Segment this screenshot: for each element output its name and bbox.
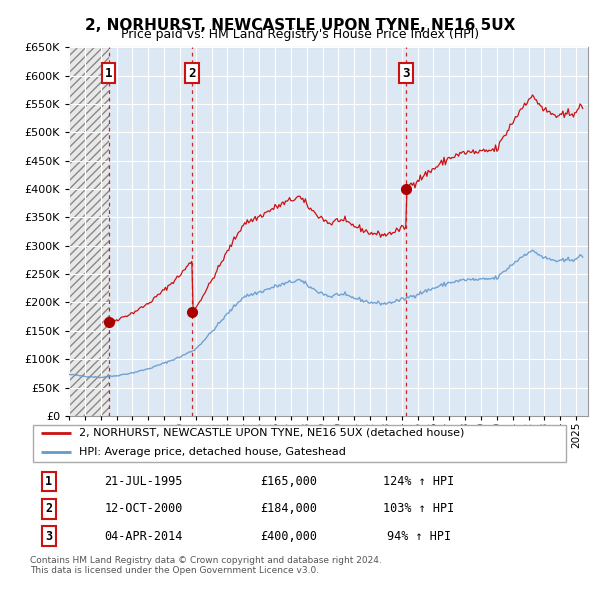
Text: HPI: Average price, detached house, Gateshead: HPI: Average price, detached house, Gate… bbox=[79, 447, 346, 457]
Text: 2: 2 bbox=[46, 502, 52, 516]
Text: £400,000: £400,000 bbox=[260, 530, 318, 543]
Text: £165,000: £165,000 bbox=[260, 475, 318, 488]
Text: 04-APR-2014: 04-APR-2014 bbox=[104, 530, 182, 543]
Text: 1: 1 bbox=[105, 67, 112, 80]
Text: 103% ↑ HPI: 103% ↑ HPI bbox=[383, 502, 454, 516]
Text: 2, NORHURST, NEWCASTLE UPON TYNE, NE16 5UX (detached house): 2, NORHURST, NEWCASTLE UPON TYNE, NE16 5… bbox=[79, 428, 464, 438]
Text: £184,000: £184,000 bbox=[260, 502, 318, 516]
Text: Price paid vs. HM Land Registry's House Price Index (HPI): Price paid vs. HM Land Registry's House … bbox=[121, 28, 479, 41]
Text: 94% ↑ HPI: 94% ↑ HPI bbox=[387, 530, 451, 543]
Text: 2: 2 bbox=[188, 67, 196, 80]
Text: 12-OCT-2000: 12-OCT-2000 bbox=[104, 502, 182, 516]
Text: 3: 3 bbox=[402, 67, 410, 80]
Text: This data is licensed under the Open Government Licence v3.0.: This data is licensed under the Open Gov… bbox=[30, 566, 319, 575]
Text: 124% ↑ HPI: 124% ↑ HPI bbox=[383, 475, 454, 488]
Text: 21-JUL-1995: 21-JUL-1995 bbox=[104, 475, 182, 488]
Text: 2, NORHURST, NEWCASTLE UPON TYNE, NE16 5UX: 2, NORHURST, NEWCASTLE UPON TYNE, NE16 5… bbox=[85, 18, 515, 32]
Text: 3: 3 bbox=[46, 530, 52, 543]
Bar bbox=[69, 47, 109, 416]
Text: 1: 1 bbox=[46, 475, 52, 488]
FancyBboxPatch shape bbox=[33, 425, 566, 461]
Text: Contains HM Land Registry data © Crown copyright and database right 2024.: Contains HM Land Registry data © Crown c… bbox=[30, 556, 382, 565]
